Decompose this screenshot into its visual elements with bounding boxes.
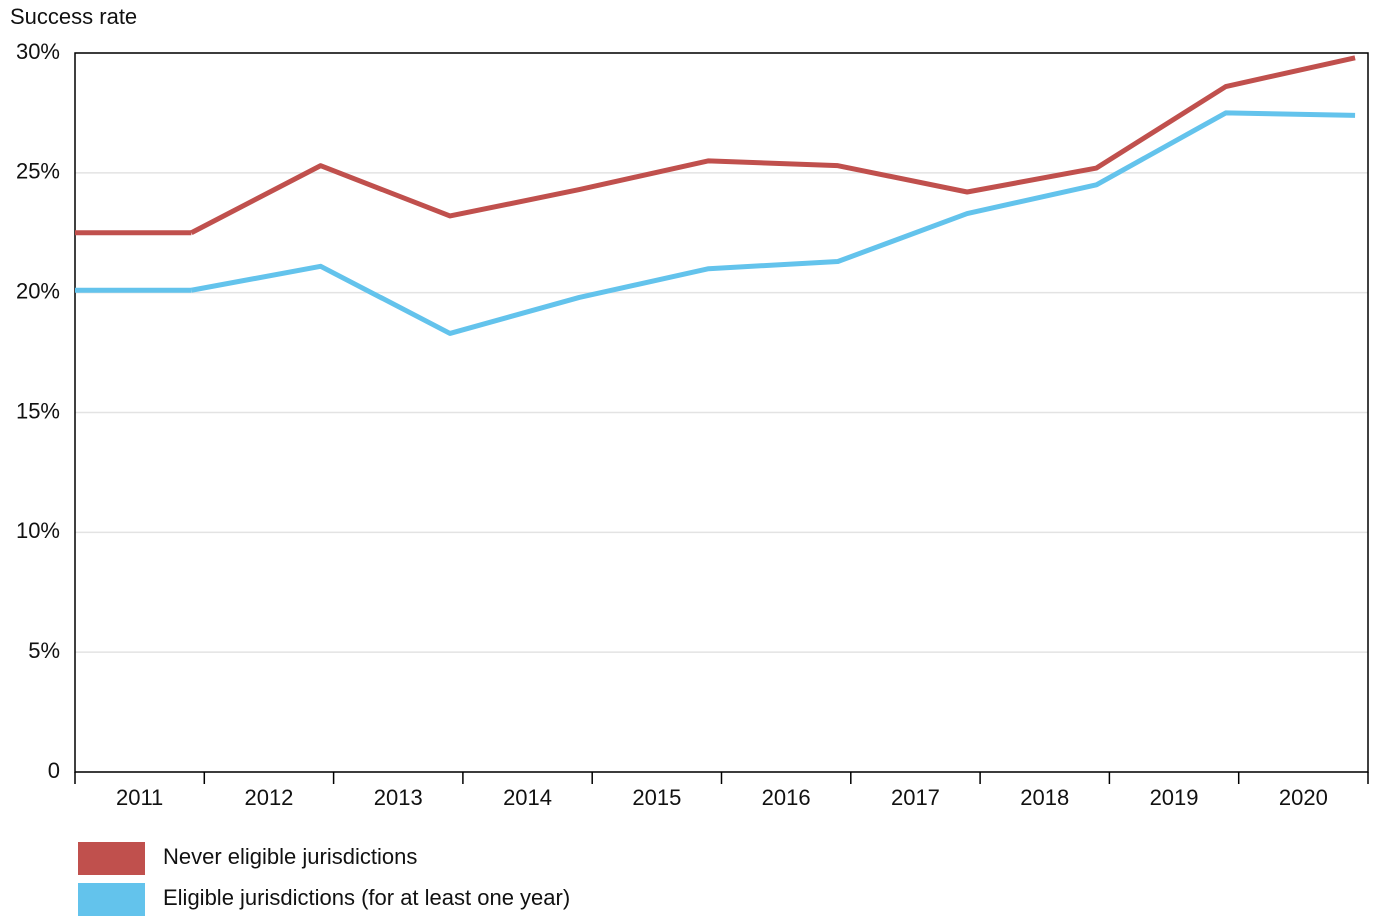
x-tick-label: 2016 <box>762 785 811 810</box>
y-axis-label: Success rate <box>10 4 137 29</box>
series-line <box>190 110 1356 336</box>
x-tick-label: 2015 <box>632 785 681 810</box>
x-tick-label: 2018 <box>1020 785 1069 810</box>
legend-label: Never eligible jurisdictions <box>163 844 417 869</box>
y-tick-label: 5% <box>28 638 60 663</box>
legend-swatch <box>78 842 145 875</box>
legend-swatch <box>78 883 145 916</box>
y-tick-label: 30% <box>16 39 60 64</box>
x-tick-label: 2012 <box>244 785 293 810</box>
series-line <box>190 55 1356 235</box>
x-tick-label: 2014 <box>503 785 552 810</box>
y-tick-label: 0 <box>48 758 60 783</box>
x-tick-label: 2019 <box>1150 785 1199 810</box>
y-tick-label: 20% <box>16 278 60 303</box>
y-tick-label: 10% <box>16 518 60 543</box>
x-tick-label: 2020 <box>1279 785 1328 810</box>
x-tick-label: 2017 <box>891 785 940 810</box>
legend-label: Eligible jurisdictions (for at least one… <box>163 885 570 910</box>
y-tick-label: 15% <box>16 398 60 423</box>
x-tick-label: 2011 <box>116 785 163 810</box>
x-tick-label: 2013 <box>374 785 423 810</box>
y-tick-label: 25% <box>16 159 60 184</box>
